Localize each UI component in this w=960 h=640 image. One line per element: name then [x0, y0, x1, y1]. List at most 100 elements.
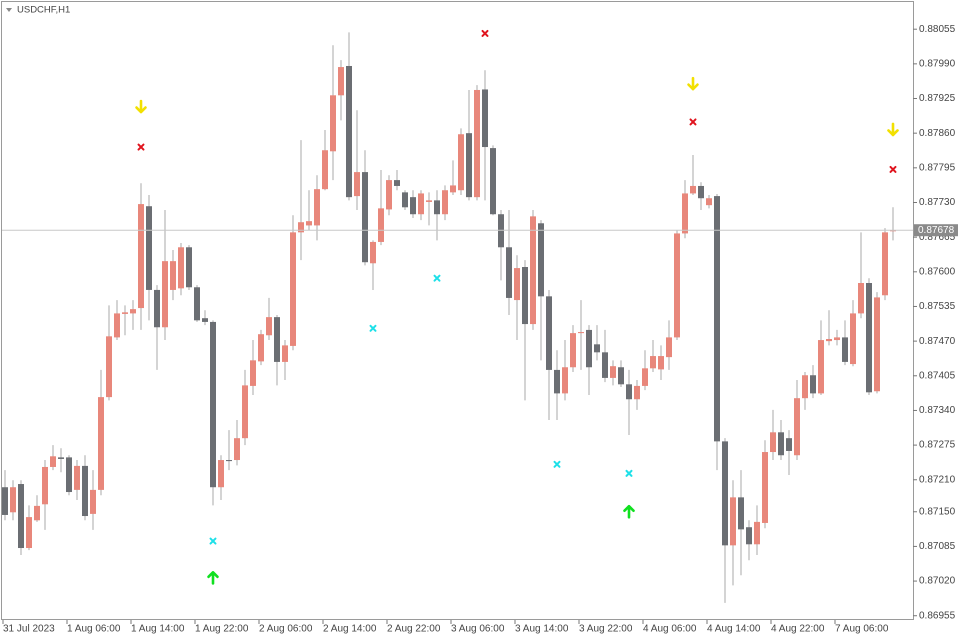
- candle-body: [298, 222, 304, 233]
- candle-body: [394, 180, 400, 186]
- y-tick-label: 0.87470: [919, 336, 956, 347]
- candle-body: [650, 356, 656, 369]
- candle-body: [890, 230, 896, 232]
- candle-body: [498, 214, 504, 248]
- candle-body: [354, 172, 360, 197]
- y-tick-label: 0.87405: [919, 370, 956, 381]
- x-tick-label: 2 Aug 06:00: [259, 624, 313, 635]
- signal-cross: [369, 324, 377, 332]
- candle-body: [178, 247, 184, 289]
- candle-body: [530, 216, 536, 325]
- signal-cross: [689, 118, 697, 126]
- x-tick-label: 4 Aug 14:00: [707, 624, 761, 635]
- y-tick-label: 0.87990: [919, 58, 956, 69]
- y-tick-label: 0.87150: [919, 506, 956, 517]
- candle-body: [274, 317, 280, 362]
- signal-cross: [889, 165, 897, 173]
- candle-body: [202, 318, 208, 322]
- y-tick-label: 0.87860: [919, 128, 956, 139]
- candle-body: [690, 185, 696, 194]
- candle-body: [250, 360, 256, 386]
- current-price-label: 0.87678: [918, 225, 955, 236]
- candle-body: [58, 457, 64, 459]
- x-tick-label: 1 Aug 14:00: [131, 624, 185, 635]
- candle-body: [234, 438, 240, 461]
- candle-body: [10, 487, 16, 513]
- candle-body: [810, 375, 816, 394]
- y-tick-label: 0.87600: [919, 266, 956, 277]
- symbol-menu-icon[interactable]: [6, 8, 12, 12]
- candle-body: [514, 268, 520, 301]
- candle-body: [490, 148, 496, 215]
- candle-body: [426, 200, 432, 202]
- candle-body: [194, 287, 200, 321]
- y-tick-label: 0.87275: [919, 440, 956, 451]
- candle-body: [506, 247, 512, 298]
- candle-body: [458, 134, 464, 191]
- candle-body: [610, 366, 616, 378]
- candle-body: [74, 465, 80, 490]
- signal-cross: [553, 460, 561, 468]
- candle-body: [114, 313, 120, 338]
- signal-cross: [137, 143, 145, 151]
- x-tick-label: 7 Aug 06:00: [835, 624, 889, 635]
- y-tick-label: 0.86955: [919, 610, 956, 621]
- y-tick-label: 0.87085: [919, 541, 956, 552]
- candle-body: [770, 432, 776, 453]
- candle-body: [26, 517, 32, 549]
- candle-body: [850, 313, 856, 365]
- candle-body: [322, 150, 328, 190]
- candle-body: [106, 336, 112, 398]
- candle-body: [794, 398, 800, 456]
- candle-body: [546, 296, 552, 370]
- candle-body: [538, 223, 544, 297]
- candle-body: [882, 232, 888, 296]
- candle-body: [778, 432, 784, 456]
- candle-body: [218, 460, 224, 488]
- y-tick-label: 0.87795: [919, 162, 956, 173]
- candle-body: [842, 337, 848, 362]
- candle-body: [714, 196, 720, 442]
- candle-body: [98, 397, 104, 490]
- candle-body: [802, 375, 808, 399]
- x-tick-label: 4 Aug 06:00: [643, 624, 697, 635]
- candle-body: [746, 527, 752, 545]
- candle-body: [578, 332, 584, 334]
- x-tick-label: 2 Aug 22:00: [387, 624, 441, 635]
- candle-body: [602, 352, 608, 378]
- candle-body: [818, 340, 824, 394]
- x-tick-label: 1 Aug 06:00: [67, 624, 121, 635]
- candle-body: [402, 192, 408, 208]
- candle-body: [410, 197, 416, 215]
- signal-cross: [481, 29, 489, 37]
- signal-cross: [625, 469, 633, 477]
- x-tick-label: 1 Aug 22:00: [195, 624, 249, 635]
- candle-body: [434, 200, 440, 215]
- candle-body: [554, 369, 560, 394]
- candle-body: [314, 189, 320, 226]
- candle-body: [42, 466, 48, 505]
- y-tick-label: 0.88055: [919, 24, 956, 35]
- y-tick-label: 0.87535: [919, 301, 956, 312]
- signal-arrow-up: [623, 504, 635, 519]
- candle-body: [82, 465, 88, 517]
- candle-body: [658, 356, 664, 370]
- candle-body: [634, 385, 640, 400]
- candle-body: [450, 185, 456, 193]
- candle-body: [674, 233, 680, 338]
- candle-body: [866, 283, 872, 393]
- plot-frame: [1, 1, 914, 620]
- candle-body: [338, 67, 344, 96]
- x-tick-label: 3 Aug 06:00: [451, 624, 505, 635]
- candle-body: [666, 337, 672, 358]
- candle-body: [378, 208, 384, 242]
- candle-body: [170, 261, 176, 290]
- y-tick-label: 0.87210: [919, 474, 956, 485]
- candle-body: [594, 344, 600, 353]
- chart-title: USDCHF,H1: [17, 5, 70, 16]
- candle-body: [138, 204, 144, 309]
- x-tick-label: 4 Aug 22:00: [771, 624, 825, 635]
- current-price-box: [914, 224, 958, 237]
- candle-body: [730, 497, 736, 546]
